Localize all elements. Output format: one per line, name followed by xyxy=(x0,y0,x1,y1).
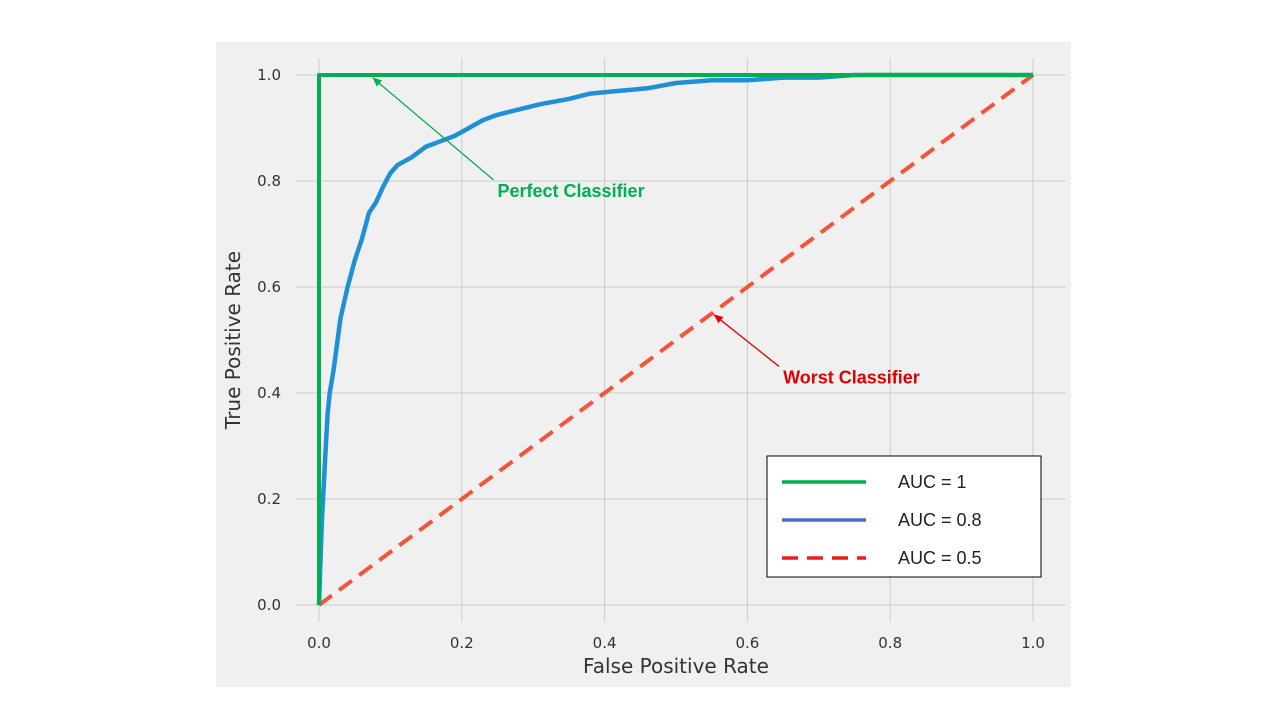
legend-label-auc-1: AUC = 1 xyxy=(898,472,967,492)
series-line-auc-1 xyxy=(317,73,1033,605)
legend-label-auc-0-8: AUC = 0.8 xyxy=(898,510,982,530)
x-tick-label: 0.4 xyxy=(593,634,617,652)
annotation-label-2: Worst Classifier xyxy=(783,367,920,387)
y-tick-label: 0.4 xyxy=(257,384,281,402)
x-tick-label: 0.8 xyxy=(878,634,902,652)
x-tick-label: 0.6 xyxy=(735,634,759,652)
y-tick-label: 0.6 xyxy=(257,278,281,296)
y-tick-label: 0.0 xyxy=(257,596,281,614)
x-tick-label: 0.2 xyxy=(450,634,474,652)
y-axis-label: True Positive Rate xyxy=(221,251,245,430)
series-line-auc-0-8 xyxy=(316,72,1033,606)
annotation-arrowhead-2 xyxy=(713,314,724,324)
grid xyxy=(296,58,1066,622)
annotation-arrowhead-1 xyxy=(372,77,383,87)
x-axis-label: False Positive Rate xyxy=(583,654,769,678)
x-tick-label: 0.0 xyxy=(307,634,331,652)
legend: AUC = 1 AUC = 0.8 AUC = 0.5 xyxy=(766,455,1042,578)
annotations: Perfect Classifier Worst Classifier xyxy=(372,77,920,387)
tick-labels: 0.0 0.2 0.4 0.6 0.8 1.0 0.0 0.2 0.4 0.6 0.8 1.0 xyxy=(257,66,1045,652)
legend-label-auc-0-5: AUC = 0.5 xyxy=(898,548,982,568)
series-lines xyxy=(316,72,1035,607)
y-tick-label: 0.8 xyxy=(257,172,281,190)
annotation-label-1: Perfect Classifier xyxy=(498,181,645,201)
x-tick-label: 1.0 xyxy=(1021,634,1045,652)
annotation-arrow-2 xyxy=(713,314,780,367)
y-tick-label: 0.2 xyxy=(257,490,281,508)
y-tick-label: 1.0 xyxy=(257,66,281,84)
annotation-arrow-1 xyxy=(372,77,494,181)
